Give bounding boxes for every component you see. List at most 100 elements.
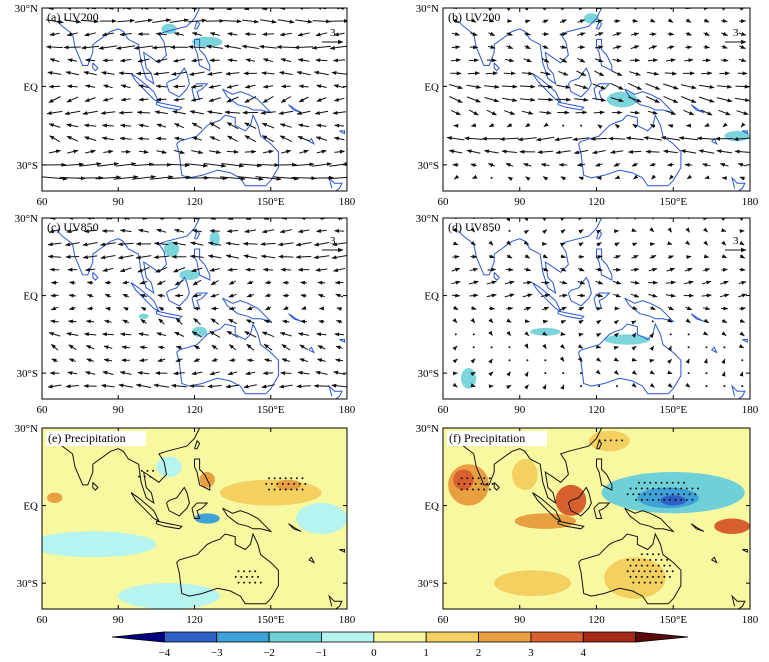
panel-d-ticks: 60 90 120 150°E 180 30°N EQ 30°S — [416, 213, 759, 416]
x-tick-label: 180 — [742, 404, 759, 416]
wind-vector — [189, 110, 205, 115]
wind-vector — [702, 227, 708, 233]
wind-vector — [664, 71, 678, 76]
wind-vector — [279, 123, 292, 128]
y-tick-label: EQ — [23, 291, 38, 303]
colorbar-tick-label: 1 — [423, 647, 429, 659]
wind-vector — [525, 176, 531, 181]
wind-vector — [205, 18, 225, 23]
wind-vector — [229, 358, 236, 363]
wind-vector — [317, 345, 326, 350]
wind-vector — [452, 241, 459, 246]
wind-vector — [243, 254, 258, 259]
wind-vector — [721, 31, 729, 36]
significance-dot — [638, 558, 640, 561]
wind-vector — [101, 383, 115, 388]
coastline-segment-8 — [222, 297, 273, 323]
wind-vector — [572, 137, 590, 142]
significance-dot — [652, 553, 654, 556]
significance-dot — [626, 558, 629, 561]
wind-vector — [560, 384, 565, 390]
wind-vector — [506, 218, 511, 222]
wind-vector — [209, 136, 220, 142]
significance-shade-0 — [583, 13, 600, 24]
wind-vector — [611, 70, 623, 77]
wind-vector — [226, 229, 239, 234]
x-tick-label: 60 — [37, 196, 49, 208]
wind-vector — [646, 71, 660, 76]
x-tick-label: 120 — [186, 196, 203, 208]
wind-vector — [156, 97, 167, 102]
wind-vector — [262, 58, 274, 63]
wind-vector — [595, 267, 603, 272]
y-tick-label: 30°N — [15, 213, 38, 225]
wind-vector — [667, 358, 672, 364]
wind-vector — [542, 44, 549, 49]
x-tick-label: 180 — [339, 614, 356, 626]
wind-vector — [283, 305, 289, 311]
wind-vector — [333, 97, 345, 102]
wind-vector — [542, 267, 549, 272]
coastline-segment-6 — [194, 248, 211, 281]
panel-e: 60 90 120 150°E 180 30°N EQ 30°S (e) Precipitat… — [15, 423, 356, 626]
wind-vector — [172, 241, 186, 246]
significance-dot — [635, 487, 638, 490]
wind-vector — [242, 19, 260, 24]
wind-vector — [280, 58, 292, 63]
wind-vector — [630, 267, 640, 272]
wind-vector — [157, 293, 166, 298]
wind-vector — [519, 97, 536, 102]
wind-vector — [120, 8, 132, 10]
wind-vector — [486, 293, 497, 298]
wind-vector — [98, 45, 118, 50]
wind-vector — [523, 58, 532, 63]
wind-vector — [625, 136, 644, 141]
precip-anomaly-8 — [588, 430, 630, 452]
wind-vector — [139, 345, 148, 350]
wind-vector — [737, 163, 747, 167]
wind-vector — [703, 45, 710, 49]
wind-vector — [244, 84, 256, 89]
wind-vector — [100, 242, 116, 247]
wind-vector — [470, 383, 476, 388]
wind-vector — [721, 18, 728, 23]
coastline-segment-6 — [596, 248, 613, 281]
significance-dot — [635, 498, 638, 501]
wind-vector — [86, 280, 94, 285]
significance-dot — [666, 481, 669, 484]
wind-vector — [101, 136, 115, 141]
wind-vector — [174, 123, 185, 129]
wind-vector — [257, 163, 280, 168]
coastline-segment-3 — [557, 101, 585, 111]
wind-vector — [595, 344, 602, 349]
wind-vector — [559, 218, 566, 221]
wind-vector — [264, 358, 273, 363]
panel-a-ticks: 60 90 120 150°E 180 30°N EQ 30°S — [15, 3, 356, 208]
coastline-segment-14 — [711, 346, 718, 354]
wind-vector — [336, 306, 342, 311]
significance-dot — [474, 482, 477, 485]
wind-vector — [720, 280, 729, 285]
wind-vector — [610, 150, 624, 155]
significance-dot — [626, 570, 629, 573]
significance-dot — [463, 482, 466, 485]
wind-vector — [665, 58, 676, 63]
wind-vector — [592, 97, 607, 102]
wind-vector — [260, 242, 276, 247]
coastline-segment-14 — [711, 137, 718, 146]
wind-vector — [156, 123, 167, 128]
wind-vector — [667, 31, 675, 36]
wind-vector — [685, 31, 692, 36]
coastline-segment-4 — [567, 67, 592, 98]
wind-vector — [508, 359, 511, 362]
wind-vector — [578, 176, 584, 181]
wind-vector — [83, 332, 97, 337]
coastline-segment-5 — [593, 83, 611, 100]
wind-vector — [721, 358, 726, 365]
significance-dot — [140, 469, 143, 472]
wind-vector — [560, 331, 566, 336]
wind-vector — [683, 280, 694, 285]
significance-dot — [652, 498, 654, 501]
coastline-segment-4 — [567, 276, 592, 307]
wind-vector — [66, 149, 79, 154]
